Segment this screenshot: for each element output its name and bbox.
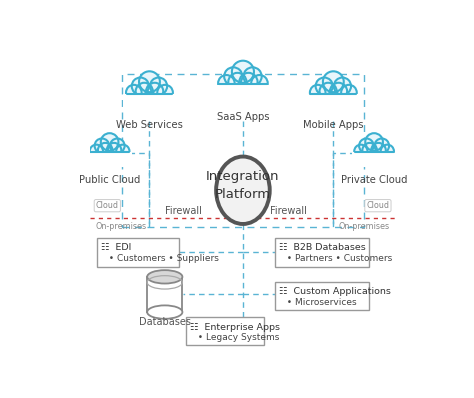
- Ellipse shape: [147, 305, 182, 319]
- Circle shape: [107, 143, 121, 158]
- Text: Private Cloud: Private Cloud: [341, 175, 407, 185]
- Circle shape: [126, 85, 142, 100]
- Circle shape: [365, 133, 383, 151]
- Text: ☷  EDI: ☷ EDI: [101, 244, 131, 252]
- Circle shape: [110, 139, 125, 153]
- Circle shape: [232, 60, 254, 83]
- Text: Firewall: Firewall: [270, 206, 307, 217]
- Text: ☷  B2B Databases: ☷ B2B Databases: [279, 244, 365, 252]
- Text: Web Services: Web Services: [116, 120, 183, 130]
- Circle shape: [316, 78, 333, 95]
- Circle shape: [244, 67, 262, 86]
- Bar: [88, 152, 132, 167]
- Circle shape: [310, 85, 326, 100]
- FancyBboxPatch shape: [275, 282, 369, 310]
- Text: • Customers • Suppliers: • Customers • Suppliers: [103, 254, 219, 263]
- FancyBboxPatch shape: [275, 238, 369, 267]
- Text: On-premises: On-premises: [338, 222, 390, 230]
- Circle shape: [146, 83, 163, 100]
- Circle shape: [116, 144, 129, 158]
- Circle shape: [374, 139, 389, 153]
- Text: Integration
Platform: Integration Platform: [206, 170, 280, 201]
- FancyBboxPatch shape: [186, 318, 264, 345]
- Text: • Partners • Customers: • Partners • Customers: [281, 254, 392, 263]
- Circle shape: [319, 83, 337, 100]
- Bar: [215, 85, 271, 103]
- Bar: [147, 277, 182, 312]
- Text: ☷  Enterprise Apps: ☷ Enterprise Apps: [190, 323, 280, 332]
- Circle shape: [136, 83, 153, 100]
- Text: • Legacy Systems: • Legacy Systems: [192, 333, 280, 342]
- Bar: [123, 94, 175, 111]
- Text: On-premises: On-premises: [96, 222, 147, 230]
- Circle shape: [371, 143, 386, 158]
- Bar: [307, 94, 359, 111]
- Circle shape: [224, 67, 242, 86]
- Circle shape: [218, 75, 235, 92]
- Circle shape: [90, 144, 103, 158]
- Bar: [309, 94, 358, 106]
- Bar: [353, 152, 395, 162]
- Bar: [125, 94, 174, 106]
- Text: ☷  Custom Applications: ☷ Custom Applications: [279, 287, 391, 297]
- Circle shape: [354, 144, 367, 158]
- Text: Databases: Databases: [139, 317, 191, 327]
- Bar: [352, 152, 396, 167]
- Text: Mobile Apps: Mobile Apps: [303, 120, 364, 130]
- Text: • Microservices: • Microservices: [281, 298, 357, 306]
- Ellipse shape: [216, 156, 270, 224]
- Circle shape: [334, 78, 351, 95]
- Circle shape: [132, 78, 149, 95]
- Text: SaaS Apps: SaaS Apps: [217, 112, 269, 123]
- Circle shape: [251, 75, 268, 92]
- FancyBboxPatch shape: [97, 238, 179, 267]
- Circle shape: [157, 85, 173, 100]
- Circle shape: [330, 83, 347, 100]
- Text: Firewall: Firewall: [165, 206, 201, 217]
- Circle shape: [341, 85, 357, 100]
- Circle shape: [239, 73, 257, 91]
- Circle shape: [101, 133, 118, 151]
- Circle shape: [150, 78, 167, 95]
- Circle shape: [323, 71, 344, 92]
- Circle shape: [98, 143, 112, 158]
- Circle shape: [359, 139, 374, 153]
- Circle shape: [139, 71, 160, 92]
- Circle shape: [363, 143, 377, 158]
- Ellipse shape: [147, 270, 182, 283]
- Bar: [217, 84, 269, 97]
- Text: Cloud: Cloud: [366, 201, 390, 210]
- Text: Cloud: Cloud: [96, 201, 119, 210]
- Text: Public Cloud: Public Cloud: [79, 175, 140, 185]
- Circle shape: [228, 73, 246, 91]
- Circle shape: [381, 144, 394, 158]
- Circle shape: [95, 139, 109, 153]
- Bar: [89, 152, 130, 162]
